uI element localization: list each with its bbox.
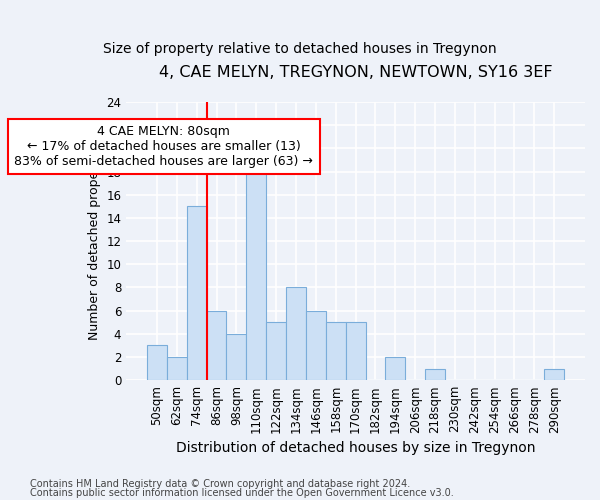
Bar [247,160,266,380]
Bar [306,310,326,380]
Text: Size of property relative to detached houses in Tregynon: Size of property relative to detached ho… [103,42,497,56]
Text: 4 CAE MELYN: 80sqm
← 17% of detached houses are smaller (13)
83% of semi-detache: 4 CAE MELYN: 80sqm ← 17% of detached hou… [14,125,313,168]
Text: Contains public sector information licensed under the Open Government Licence v3: Contains public sector information licen… [30,488,454,498]
Bar [266,322,286,380]
Bar [346,322,365,380]
Bar [425,368,445,380]
Title: 4, CAE MELYN, TREGYNON, NEWTOWN, SY16 3EF: 4, CAE MELYN, TREGYNON, NEWTOWN, SY16 3E… [159,65,553,80]
Bar [187,206,206,380]
Bar [167,357,187,380]
Bar [226,334,247,380]
Bar [286,288,306,380]
X-axis label: Distribution of detached houses by size in Tregynon: Distribution of detached houses by size … [176,441,535,455]
Bar [544,368,564,380]
Text: Contains HM Land Registry data © Crown copyright and database right 2024.: Contains HM Land Registry data © Crown c… [30,479,410,489]
Bar [206,310,226,380]
Bar [326,322,346,380]
Bar [147,346,167,380]
Y-axis label: Number of detached properties: Number of detached properties [88,142,101,340]
Bar [385,357,405,380]
